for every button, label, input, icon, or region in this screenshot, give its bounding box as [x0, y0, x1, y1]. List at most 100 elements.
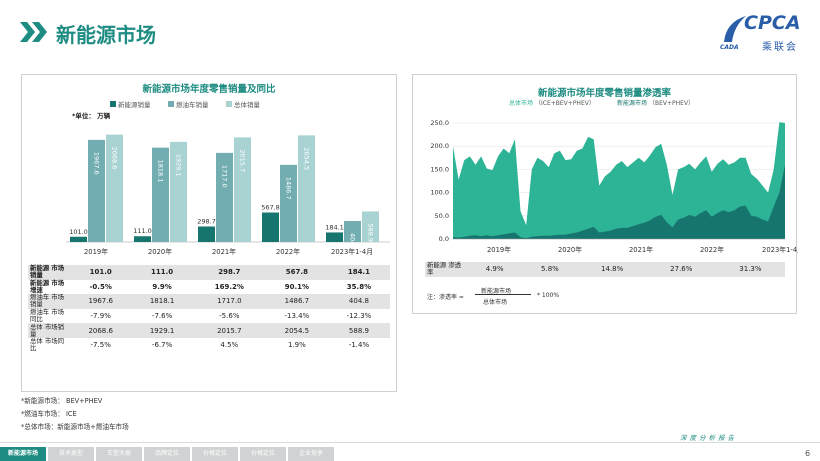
table-cell: 2068.6 [70, 323, 132, 338]
formula-numerator: 新能源市场 [481, 288, 512, 295]
bar-label: 1929.1 [175, 154, 183, 177]
legend-swatch [110, 101, 116, 107]
y-tick-label: 0.0 [439, 235, 449, 243]
table-cell: -13.4% [284, 312, 310, 321]
x-tick-label: 2022年 [700, 245, 724, 254]
footnote: *新能源市场： BEV+PHEV [21, 397, 103, 405]
bar-label: 588.9 [367, 223, 375, 242]
row-label: 燃油车 市场销量 [28, 294, 70, 309]
category-label: 2021年 [212, 247, 236, 256]
x-tick-label: 2020年 [558, 245, 582, 254]
legend-label: 新能源市场 [617, 99, 647, 107]
area-chart: 总体市场 （ICE+BEV+PHEV） 新能源市场 （BEV+PHEV） 250.0 20… [430, 99, 798, 254]
formula-denominator: 总体市场 [483, 299, 508, 306]
logo-mini: CADA [720, 44, 739, 51]
row-label: 燃油车 市场同比 [30, 308, 64, 324]
legend-label: 总体销量 [234, 100, 261, 109]
area-series [453, 164, 785, 239]
table-cell: -6.7% [151, 341, 173, 350]
x-tick-label: 2021年 [629, 245, 653, 254]
footer-divider [0, 442, 820, 443]
legend-label: 燃油车销量 [176, 100, 209, 109]
table-cell: 4.5% [220, 341, 239, 350]
table-cell: 1818.1 [131, 294, 193, 309]
table-cell: 31.3% [715, 262, 785, 277]
bar [216, 152, 233, 242]
table-row: 总体 市场同比 -7.5% -6.7% 4.5% 1.9% -1.4% [28, 338, 390, 353]
table-cell: 5.8% [522, 262, 578, 277]
category-label: 2022年 [276, 247, 300, 256]
table-cell: 184.1 [327, 265, 390, 280]
formula-prefix: 注：渗透率 = [427, 294, 464, 301]
category-label: 2019年 [84, 247, 108, 256]
nav-tab-price[interactable]: 价格定位 [192, 447, 238, 461]
table-cell: -1.4% [348, 341, 370, 350]
formula-fraction-line [475, 294, 531, 295]
bar [280, 164, 297, 242]
row-label: 新能源 市场销量 [28, 265, 70, 280]
formula-suffix: * 100% [537, 292, 560, 299]
x-tick-label: 2023年1-4月 [762, 245, 798, 254]
table-cell: 1967.6 [70, 294, 132, 309]
page-header: 新能源市场 CPCA 乘联会 CADA [0, 0, 820, 62]
bar-label: 2054.5 [303, 147, 311, 170]
bar [70, 236, 87, 242]
nav-tab-brand[interactable]: 品牌定位 [144, 447, 190, 461]
legend-label: 新能源销量 [118, 100, 151, 109]
legend-swatch [226, 101, 232, 107]
bar [326, 232, 343, 242]
table-row: 燃油车 市场销量 1967.6 1818.1 1717.0 1486.7 404.8 [28, 294, 390, 309]
table-cell: 14.8% [577, 262, 647, 277]
table-cell: 2054.5 [265, 323, 328, 338]
nav-tab-vehicle-class[interactable]: 车型大类 [96, 447, 142, 461]
bar [152, 147, 169, 242]
table-cell: 588.9 [327, 323, 390, 338]
footnotes: *新能源市场： BEV+PHEV *燃油车市场： ICE *总体市场：新能源市场… [21, 395, 129, 434]
table-cell: 298.7 [192, 265, 266, 280]
bar [88, 139, 105, 242]
page-number: 6 [805, 449, 811, 458]
bar-label: 1967.6 [93, 152, 101, 175]
bar [170, 141, 187, 242]
unit-label: *单位： 万辆 [72, 111, 111, 120]
bar [298, 135, 315, 242]
bar [344, 220, 361, 242]
logo-subtext: 乘联会 [762, 42, 798, 53]
table-cell: 567.8 [265, 265, 328, 280]
chart-title: 新能源市场年度零售销量及同比 [142, 84, 276, 95]
table-cell: 1929.1 [131, 323, 193, 338]
table-cell: -0.5% [89, 282, 112, 291]
legend-label: 总体市场 [509, 99, 533, 107]
y-tick-label: 150.0 [430, 165, 449, 173]
bar-label: 1717.0 [221, 165, 229, 188]
bar-label: 101.0 [69, 228, 88, 236]
nav-tab-competition[interactable]: 企业竞争 [288, 447, 334, 461]
table-cell: -7.9% [90, 312, 111, 321]
area-series [453, 122, 785, 239]
section-nav: 新能源市场 技术类型 车型大类 品牌定位 价格定位 价格定位 企业竞争 [0, 447, 820, 461]
nav-tab-new-energy[interactable]: 新能源市场 [0, 447, 46, 461]
bar-label: 1486.7 [285, 177, 293, 200]
bar-label: 111.0 [133, 227, 152, 235]
table-cell: 35.8% [346, 282, 372, 291]
x-tick-label: 2019年 [487, 245, 511, 254]
table-cell: 1486.7 [265, 294, 328, 309]
row-label: 总体 市场销量 [28, 323, 70, 338]
footer-caption: 深度分析报告 [680, 434, 737, 442]
table-cell: -7.6% [151, 312, 173, 321]
table-cell: 404.8 [327, 294, 390, 309]
nav-tab-price-2[interactable]: 价格定位 [240, 447, 286, 461]
bar [234, 137, 251, 242]
nav-tab-tech-type[interactable]: 技术类型 [48, 447, 94, 461]
table-cell: -12.3% [346, 312, 372, 321]
chevron-right-icon [20, 22, 47, 42]
bar [262, 212, 279, 242]
bar [362, 211, 379, 242]
table-cell: 9.9% [152, 282, 172, 291]
table-cell: 169.2% [214, 282, 244, 291]
sales-data-table: 新能源 市场销量 101.0 111.0 298.7 567.8 184.1 新能源 市场增… [28, 265, 390, 353]
table-row: 燃油车 市场同比 -7.9% -7.6% -5.6% -13.4% -12.3% [28, 309, 390, 324]
category-label: 2023年1-4月 [331, 247, 373, 256]
category-label: 2020年 [148, 247, 172, 256]
y-tick-label: 50.0 [435, 212, 449, 220]
